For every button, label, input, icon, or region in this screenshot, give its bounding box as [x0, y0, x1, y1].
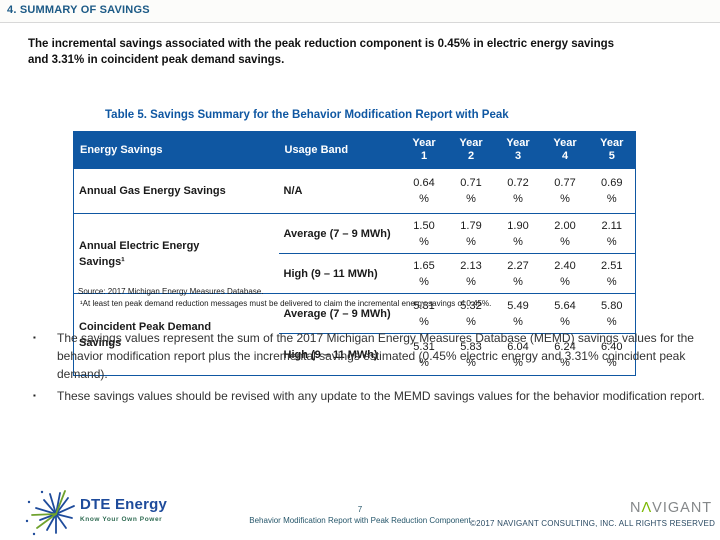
- row-label-gas: Annual Gas Energy Savings: [73, 168, 279, 214]
- col-header-year-2: Year 2: [447, 131, 495, 169]
- table-cell: 2.27 %: [494, 253, 542, 294]
- bullet-marker: ▪: [33, 333, 36, 342]
- table-row-electric-high: High (9 – 11 MWh) 1.65 % 2.13 % 2.27 % 2…: [74, 253, 636, 294]
- usage-band-cell: Average (7 – 9 MWh): [278, 293, 401, 334]
- table-cell: 0.64 %: [400, 168, 448, 214]
- page-number: 7: [357, 505, 363, 514]
- table-cell: 2.00 %: [541, 213, 589, 254]
- usage-band-cell: High (9 – 11 MWh): [278, 333, 401, 376]
- table-title: Table 5. Savings Summary for the Behavio…: [105, 109, 509, 121]
- table-cell: 1.65 %: [400, 253, 448, 294]
- bullet-item-2: These savings values should be revised w…: [57, 389, 705, 403]
- table-cell: 0.77 %: [541, 168, 589, 214]
- col-header-energy-savings: Energy Savings: [73, 131, 279, 169]
- table-footnote: ¹At least ten peak demand reduction mess…: [80, 299, 492, 308]
- table-cell: 5.64 %: [541, 293, 589, 334]
- row-label-electric: Annual Electric Energy Savings¹: [73, 213, 279, 294]
- dte-logo-name: DTE Energy: [80, 496, 168, 513]
- col-header-year-4: Year 4: [541, 131, 589, 169]
- table-cell: 5.32 %: [447, 293, 495, 334]
- table-cell: 0.71 %: [447, 168, 495, 214]
- bullet-item-1: The savings values represent the sum of …: [57, 331, 694, 381]
- top-header-bar: [0, 0, 720, 23]
- col-header-year-5: Year 5: [588, 131, 636, 169]
- navigant-logo-n: N: [630, 500, 642, 516]
- section-title: 4. SUMMARY OF SAVINGS: [7, 4, 150, 16]
- col-header-year-1: Year 1: [400, 131, 448, 169]
- table-cell: 2.11 %: [588, 213, 636, 254]
- table-cell: 0.69 %: [588, 168, 636, 214]
- table-cell: 2.13 %: [447, 253, 495, 294]
- table-cell: 6.40 %: [588, 333, 636, 376]
- dte-logo: DTE Energy Know Your Own Power: [80, 496, 167, 523]
- dte-logo-tagline: Know Your Own Power: [80, 516, 163, 523]
- table-cell: 6.24 %: [541, 333, 589, 376]
- usage-band-cell: Average (7 – 9 MWh): [278, 213, 401, 254]
- table-cell: 5.80 %: [588, 293, 636, 334]
- table-row-coincident-high: High (9 – 11 MWh) 5.31 % 5.83 % 6.04 % 6…: [74, 333, 636, 376]
- table-cell: 2.51 %: [588, 253, 636, 294]
- usage-band-cell: N/A: [278, 168, 401, 214]
- table-cell: 1.50 %: [400, 213, 448, 254]
- navigant-logo-accent-a: Λ: [641, 500, 653, 516]
- col-header-usage-band: Usage Band: [278, 131, 401, 169]
- table-row-electric-average: Annual Electric Energy Savings¹ Average …: [73, 213, 636, 294]
- copyright-text: ©2017 NAVIGANT CONSULTING, INC. ALL RIGH…: [470, 519, 716, 528]
- savings-summary-table: Energy Savings Usage Band Year 1 Year 2 …: [73, 131, 636, 376]
- table-cell: 5.83 %: [447, 333, 495, 376]
- usage-band-cell: High (9 – 11 MWh): [278, 253, 401, 294]
- table-cell: 2.40 %: [541, 253, 589, 294]
- bullet-marker: ▪: [33, 391, 36, 400]
- table-cell: 1.79 %: [447, 213, 495, 254]
- table-header-row: Energy Savings Usage Band Year 1 Year 2 …: [73, 131, 636, 169]
- intro-paragraph: The incremental savings associated with …: [28, 38, 615, 66]
- row-label-coincident: Coincident Peak Demand Savings: [73, 293, 279, 376]
- table-cell: 5.31 %: [400, 333, 448, 376]
- table-cell: 0.72 %: [494, 168, 542, 214]
- navigant-logo-rest: VIGANT: [652, 500, 713, 516]
- table-row-gas: Annual Gas Energy Savings N/A 0.64 % 0.7…: [73, 168, 636, 214]
- table-cell: 1.90 %: [494, 213, 542, 254]
- table-row-coincident-average: Coincident Peak Demand Savings Average (…: [73, 293, 636, 376]
- table-source-note: Source: 2017 Michigan Energy Measures Da…: [78, 287, 264, 296]
- table-cell: 6.04 %: [494, 333, 542, 376]
- footer-center: 7 Behavior Modification Report with Peak…: [120, 504, 600, 526]
- dte-starburst-icon: [22, 488, 78, 540]
- table-cell: 5.31 %: [400, 293, 448, 334]
- navigant-logo: NΛVIGANT: [630, 500, 712, 516]
- table-cell: 5.49 %: [494, 293, 542, 334]
- col-header-year-3: Year 3: [494, 131, 542, 169]
- footer-report-title: Behavior Modification Report with Peak R…: [249, 516, 471, 525]
